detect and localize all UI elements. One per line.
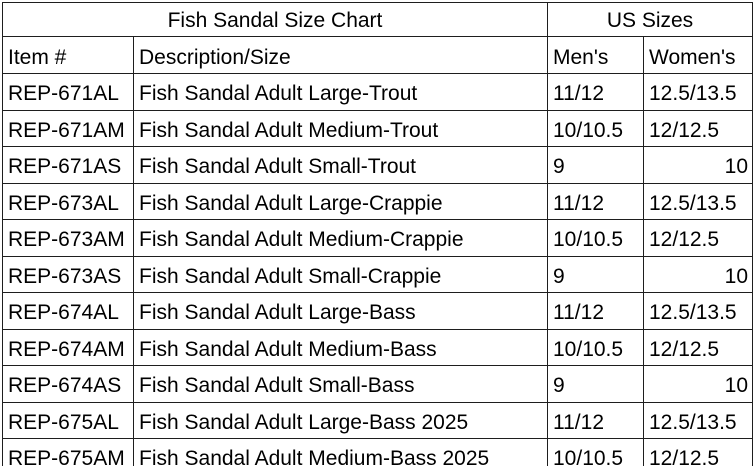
cell-item-number[interactable]: REP-673AM (2, 219, 134, 257)
cell-description[interactable]: Fish Sandal Adult Small-Crappie (133, 255, 548, 293)
cell-description[interactable]: Fish Sandal Adult Large-Bass (133, 292, 548, 330)
cell-mens-size[interactable]: 10/10.5 (547, 219, 644, 257)
cell-mens-size[interactable]: 10/10.5 (547, 109, 644, 147)
cell-item-number[interactable]: REP-674AL (2, 292, 134, 330)
cell-womens-size[interactable]: 10 (642, 255, 754, 293)
cell-mens-size[interactable]: 10/10.5 (547, 438, 644, 466)
cell-item-number[interactable]: REP-671AL (2, 73, 134, 111)
table-row: REP-674AS Fish Sandal Adult Small-Bass 9 10 (2, 365, 754, 403)
table-row: REP-671AM Fish Sandal Adult Medium-Trout 1… (2, 109, 754, 147)
cell-womens-size[interactable]: 10 (642, 146, 754, 184)
table-row: REP-673AL Fish Sandal Adult Large-Crappie… (2, 182, 754, 220)
cell-mens-size[interactable]: 9 (547, 146, 644, 184)
cell-mens-size[interactable]: 9 (547, 365, 644, 403)
cell-womens-size[interactable]: 10 (642, 365, 754, 403)
cell-description[interactable]: Fish Sandal Adult Medium-Crappie (133, 219, 548, 257)
cell-mens-size[interactable]: 11/12 (547, 292, 644, 330)
us-sizes-group-header-cell[interactable]: US Sizes (546, 2, 754, 37)
cell-womens-size[interactable]: 12/12.5 (642, 438, 754, 466)
col-header-mens[interactable]: Men's (547, 36, 644, 74)
table-row: REP-675AM Fish Sandal Adult Medium-Bass 2… (2, 438, 754, 466)
cell-description[interactable]: Fish Sandal Adult Large-Crappie (133, 182, 548, 220)
cell-item-number[interactable]: REP-671AS (2, 146, 134, 184)
cell-description[interactable]: Fish Sandal Adult Medium-Bass 2025 (133, 438, 548, 466)
table-row: REP-671AL Fish Sandal Adult Large-Trout 11… (2, 73, 754, 111)
cell-mens-size[interactable]: 11/12 (547, 401, 644, 439)
table-title-cell[interactable]: Fish Sandal Size Chart (2, 2, 548, 37)
cell-womens-size[interactable]: 12/12.5 (642, 219, 754, 257)
cell-mens-size[interactable]: 11/12 (547, 182, 644, 220)
table-row: REP-671AS Fish Sandal Adult Small-Trout 9 1… (2, 146, 754, 184)
cell-description[interactable]: Fish Sandal Adult Medium-Trout (133, 109, 548, 147)
title-row: Fish Sandal Size Chart US Sizes (2, 2, 754, 37)
cell-item-number[interactable]: REP-674AS (2, 365, 134, 403)
cell-mens-size[interactable]: 11/12 (547, 73, 644, 111)
cell-item-number[interactable]: REP-673AS (2, 255, 134, 293)
cell-item-number[interactable]: REP-674AM (2, 328, 134, 366)
table-row: REP-674AL Fish Sandal Adult Large-Bass 11/… (2, 292, 754, 330)
col-header-description-size[interactable]: Description/Size (133, 36, 548, 74)
cell-item-number[interactable]: REP-675AL (2, 401, 134, 439)
cell-item-number[interactable]: REP-675AM (2, 438, 134, 466)
col-header-womens[interactable]: Women's (642, 36, 754, 74)
cell-mens-size[interactable]: 10/10.5 (547, 328, 644, 366)
cell-womens-size[interactable]: 12.5/13.5 (642, 73, 754, 111)
cell-description[interactable]: Fish Sandal Adult Small-Bass (133, 365, 548, 403)
table-row: REP-674AM Fish Sandal Adult Medium-Bass 10… (2, 328, 754, 366)
table-row: REP-675AL Fish Sandal Adult Large-Bass 20… (2, 401, 754, 439)
cell-womens-size[interactable]: 12/12.5 (642, 328, 754, 366)
cell-description[interactable]: Fish Sandal Adult Medium-Bass (133, 328, 548, 366)
cell-womens-size[interactable]: 12.5/13.5 (642, 401, 754, 439)
cell-item-number[interactable]: REP-671AM (2, 109, 134, 147)
cell-womens-size[interactable]: 12/12.5 (642, 109, 754, 147)
table-row: REP-673AS Fish Sandal Adult Small-Crappie… (2, 255, 754, 293)
column-header-row: Item # Description/Size Men's Women's (2, 36, 754, 74)
cell-womens-size[interactable]: 12.5/13.5 (642, 292, 754, 330)
cell-description[interactable]: Fish Sandal Adult Large-Bass 2025 (133, 401, 548, 439)
cell-womens-size[interactable]: 12.5/13.5 (642, 182, 754, 220)
cell-description[interactable]: Fish Sandal Adult Small-Trout (133, 146, 548, 184)
cell-item-number[interactable]: REP-673AL (2, 182, 134, 220)
cell-description[interactable]: Fish Sandal Adult Large-Trout (133, 73, 548, 111)
col-header-item-number[interactable]: Item # (2, 36, 134, 74)
cell-mens-size[interactable]: 9 (547, 255, 644, 293)
table-row: REP-673AM Fish Sandal Adult Medium-Crappi… (2, 219, 754, 257)
